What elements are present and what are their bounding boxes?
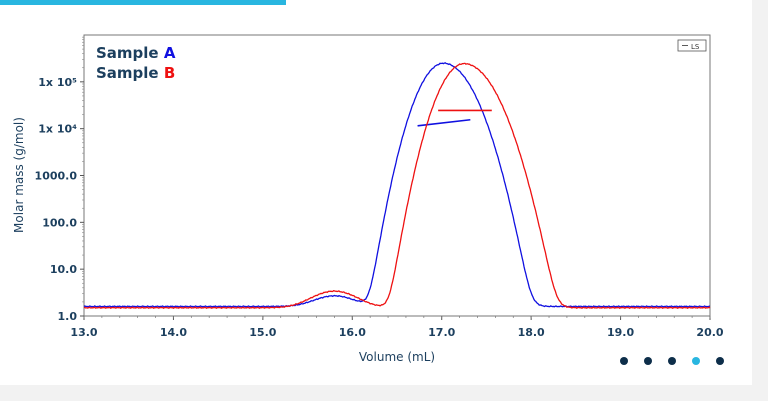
x-tick-label: 16.0 — [339, 326, 366, 339]
series-a-mass-segment — [417, 118, 471, 127]
tick-labels: 13.0 14.0 15.0 16.0 17.0 18.0 19.0 20.0 1.0 10.0 1… — [35, 76, 724, 339]
series-b-line — [83, 62, 711, 310]
pagination-dot-2[interactable] — [644, 357, 652, 365]
y-tick-label: 1x 10⁴ — [38, 123, 77, 136]
pagination-dot-4[interactable] — [692, 357, 700, 365]
pagination-dots — [620, 357, 724, 365]
legend-sample-b: Sample B — [96, 64, 175, 82]
x-tick-label: 19.0 — [607, 326, 634, 339]
axis-ticks — [80, 36, 711, 320]
plot-frame — [83, 34, 711, 317]
legend-sample-b-prefix: Sample — [96, 64, 164, 82]
ls-legend-box — [677, 39, 707, 52]
x-axis-label: Volume (mL) — [359, 350, 435, 364]
x-tick-label: 18.0 — [518, 326, 545, 339]
y-axis-label: Molar mass (g/mol) — [12, 117, 26, 233]
series-a-line — [83, 62, 711, 308]
pagination-dot-3[interactable] — [668, 357, 676, 365]
x-tick-label: 20.0 — [696, 326, 723, 339]
y-tick-label: 10.0 — [50, 263, 77, 276]
y-tick-label: 100.0 — [42, 216, 77, 229]
y-tick-label: 1x 10⁵ — [38, 76, 77, 89]
y-tick-label: 1000.0 — [35, 170, 78, 183]
legend-sample-a-letter: A — [164, 44, 176, 62]
x-tick-label: 17.0 — [428, 326, 455, 339]
pagination-dot-5[interactable] — [716, 357, 724, 365]
series-layer — [83, 62, 711, 310]
pagination-dot-1[interactable] — [620, 357, 628, 365]
legend-sample-a: Sample A — [96, 44, 176, 62]
x-tick-label: 13.0 — [70, 326, 97, 339]
x-tick-label: 14.0 — [160, 326, 187, 339]
accent-bar — [0, 0, 286, 5]
chart-card — [0, 0, 752, 385]
ls-legend-label: LS — [691, 43, 700, 51]
legend-sample-b-letter: B — [164, 64, 175, 82]
legend-sample-a-prefix: Sample — [96, 44, 164, 62]
x-tick-label: 15.0 — [249, 326, 276, 339]
y-tick-label: 1.0 — [58, 310, 78, 323]
